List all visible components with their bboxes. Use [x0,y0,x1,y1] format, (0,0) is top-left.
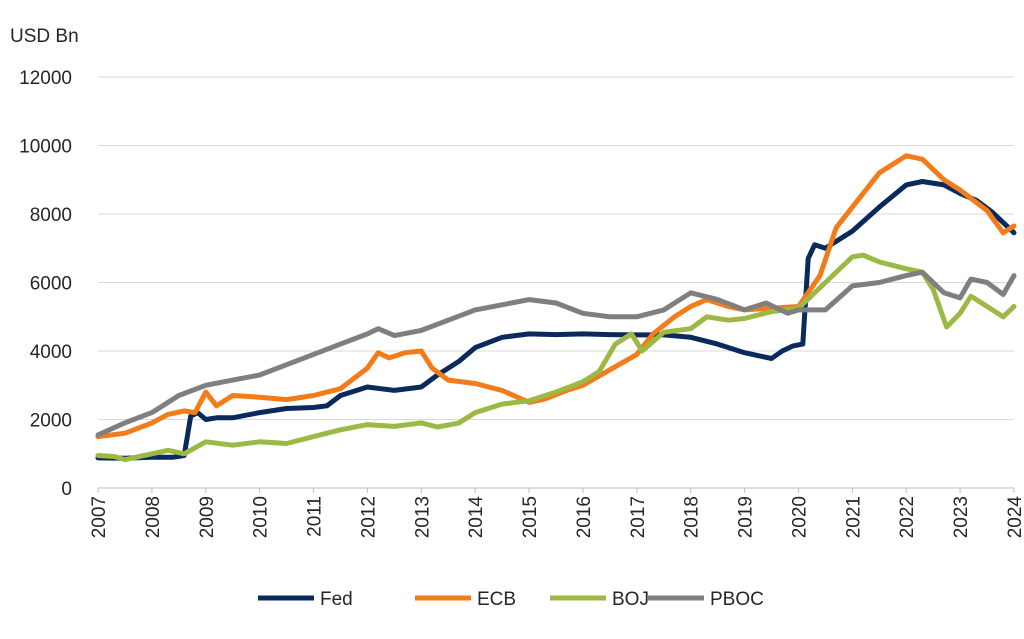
x-tick-label: 2014 [466,496,487,539]
x-tick-label: 2017 [628,496,649,538]
x-tick-label: 2020 [789,496,810,538]
x-tick-label: 2018 [682,496,703,538]
x-tick-label: 2021 [843,496,864,538]
legend-label-boj: BOJ [612,589,649,610]
y-tick-label: 0 [61,479,72,500]
y-tick-label: 12000 [19,68,72,89]
legend-label-pboc: PBOC [710,589,764,610]
x-tick-label: 2023 [951,496,972,538]
x-tick-label: 2007 [89,496,110,538]
series-lines [95,153,1017,463]
gridlines [98,76,1014,489]
y-tick-label: 6000 [30,274,72,295]
x-tick-label: 2012 [358,496,379,538]
x-tick-label: 2016 [574,496,595,538]
legend: Fed ECB BOJ PBOC [258,589,764,610]
y-axis-unit-label: USD Bn [10,26,79,47]
x-tick-label: 2024 [1005,496,1024,539]
x-tick-label: 2015 [520,496,541,538]
y-axis-ticks: 0 2000 4000 6000 8000 10000 12000 [19,68,72,500]
series-line-pboc [95,269,1017,438]
legend-label-fed: Fed [320,589,353,610]
legend-label-ecb: ECB [477,589,516,610]
x-tick-label: 2008 [143,496,164,538]
series-line-fed [95,179,1017,461]
y-tick-label: 4000 [30,342,72,363]
x-tick-label: 2022 [897,496,918,538]
y-tick-label: 10000 [19,137,72,158]
y-tick-label: 2000 [30,411,72,432]
series-line-boj [95,252,1017,463]
x-tick-label: 2011 [305,496,326,537]
x-tick-label: 2019 [736,496,757,538]
series-line-ecb [95,153,1017,440]
x-axis-ticks: 2007 2008 2009 2010 2011 2012 2013 2014 2015 2016… [89,488,1024,538]
y-tick-label: 8000 [30,205,72,226]
x-tick-label: 2013 [412,496,433,538]
x-tick-label: 2010 [251,496,272,538]
x-tick-label: 2009 [197,496,218,538]
